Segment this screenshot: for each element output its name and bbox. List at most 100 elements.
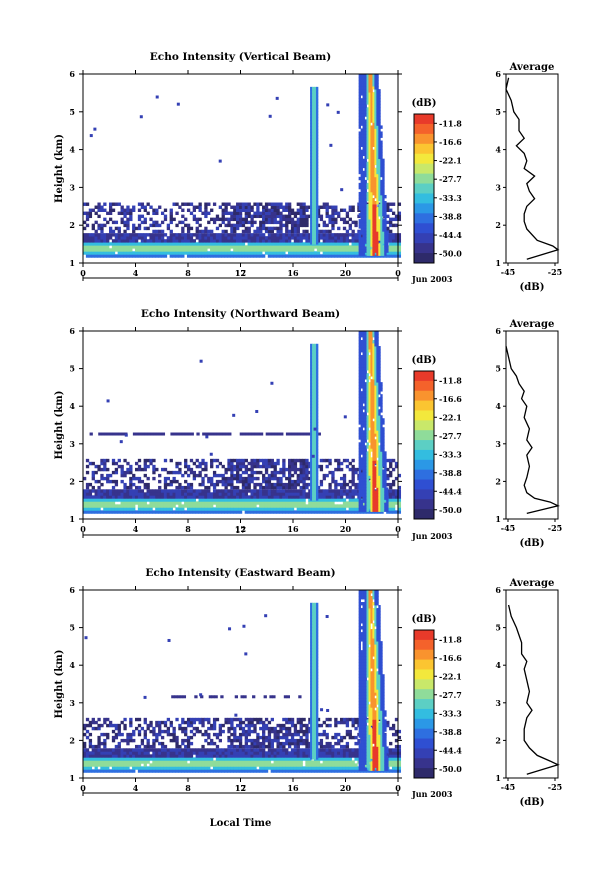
heatmap-cell <box>328 214 332 219</box>
heatmap-cell <box>368 252 371 256</box>
heatmap-cell <box>314 168 317 172</box>
heatmap-cell <box>187 432 192 436</box>
heatmap-cell <box>270 217 274 222</box>
heatmap-cell <box>282 485 286 490</box>
heatmap-cell <box>85 760 90 764</box>
heatmap-cell <box>360 89 363 93</box>
heatmap-cell <box>91 251 95 255</box>
heatmap-cell <box>221 495 225 499</box>
colorbar-tick-label: -11.8 <box>439 375 462 385</box>
heatmap-cell <box>123 208 127 212</box>
heatmap-cell <box>360 254 364 258</box>
heatmap-cell <box>232 413 236 417</box>
heatmap-cell <box>380 382 383 386</box>
heatmap-cell <box>279 507 283 511</box>
heatmap-cell <box>103 461 107 466</box>
heatmap-cell <box>288 458 292 463</box>
heatmap-cell <box>364 439 367 443</box>
heatmap-cell <box>362 496 365 500</box>
heatmap-cell <box>374 505 377 509</box>
heatmap-cell <box>325 464 329 469</box>
heatmap-cell <box>218 217 222 222</box>
heatmap-cell <box>366 213 369 217</box>
heatmap-cell <box>244 202 248 206</box>
heatmap-cell <box>391 202 396 206</box>
heatmap-cell <box>382 231 385 235</box>
heatmap-cell <box>372 343 375 347</box>
heatmap-cell <box>186 492 191 496</box>
heatmap-cell <box>126 205 130 209</box>
heatmap-cell <box>370 207 373 211</box>
heatmap-cell <box>143 501 147 505</box>
heatmap-cell <box>315 180 319 185</box>
heatmap-cell <box>315 343 319 348</box>
heatmap-cell <box>314 156 317 160</box>
heatmap-cell <box>160 507 165 511</box>
heatmap-cell <box>364 155 367 160</box>
heatmap-cell <box>169 495 173 499</box>
heatmap-cell <box>322 245 326 249</box>
heatmap-cell <box>236 205 240 209</box>
heatmap-cell <box>362 334 365 338</box>
heatmap-cell <box>299 476 303 481</box>
heatmap-cell <box>358 490 361 494</box>
heatmap-cell <box>310 482 313 486</box>
heatmap-cell <box>176 432 180 436</box>
heatmap-cell <box>315 92 319 97</box>
heatmap-cell <box>376 445 379 449</box>
heatmap-cell <box>315 101 319 106</box>
heatmap-cell <box>290 507 295 511</box>
heatmap-cell <box>310 123 313 127</box>
heatmap-cell <box>129 217 133 222</box>
heatmap-cell <box>230 211 234 216</box>
average-y-tick-label: 6 <box>495 69 501 79</box>
heatmap-cell <box>88 254 93 258</box>
heatmap-cell <box>129 470 133 475</box>
heatmap-cell <box>360 421 363 425</box>
heatmap-cell <box>132 492 136 496</box>
heatmap-cell <box>370 228 373 232</box>
heatmap-cell <box>364 101 367 105</box>
heatmap-cell <box>310 476 313 480</box>
heatmap-cell <box>279 501 283 505</box>
average-y-tick-label: 3 <box>495 439 501 449</box>
heatmap-cell <box>314 412 317 417</box>
heatmap-cell <box>366 249 369 253</box>
heatmap-cell <box>158 501 162 505</box>
heatmap-cell <box>391 223 396 228</box>
heatmap-cell <box>290 498 295 502</box>
heatmap-cell <box>370 448 373 452</box>
heatmap-cell <box>380 219 383 223</box>
heatmap-cell <box>374 346 377 350</box>
heatmap-cell <box>372 125 375 129</box>
heatmap-cell <box>256 208 260 212</box>
heatmap-cell <box>362 349 365 353</box>
heatmap-cell <box>366 388 369 392</box>
heatmap-cell <box>155 211 159 216</box>
heatmap-cell <box>362 355 365 359</box>
heatmap-cell <box>290 226 295 231</box>
heatmap-cell <box>368 197 371 202</box>
heatmap-cell <box>315 123 319 127</box>
heatmap-cell <box>100 248 104 252</box>
heatmap-cell <box>315 98 319 103</box>
heatmap-cell <box>210 461 214 466</box>
heatmap-cell <box>201 211 205 216</box>
heatmap-cell <box>310 86 313 91</box>
heatmap-cell <box>215 214 220 219</box>
heatmap-cell <box>362 146 365 150</box>
heatmap-cell <box>296 510 300 514</box>
heatmap-cell <box>380 191 383 196</box>
y-tick-label: 1 <box>69 514 75 524</box>
heatmap-cell <box>233 239 237 243</box>
heatmap-cell <box>382 493 385 497</box>
x-tick-label: 8 <box>185 268 191 278</box>
heatmap-cell <box>227 223 231 228</box>
heatmap-cell <box>152 248 156 252</box>
heatmap-cell <box>368 246 371 250</box>
heatmap-cell <box>181 229 185 234</box>
heatmap-cell <box>370 409 373 413</box>
heatmap-cell <box>312 473 315 477</box>
heatmap-cell <box>374 373 377 377</box>
heatmap-cell <box>241 489 246 493</box>
